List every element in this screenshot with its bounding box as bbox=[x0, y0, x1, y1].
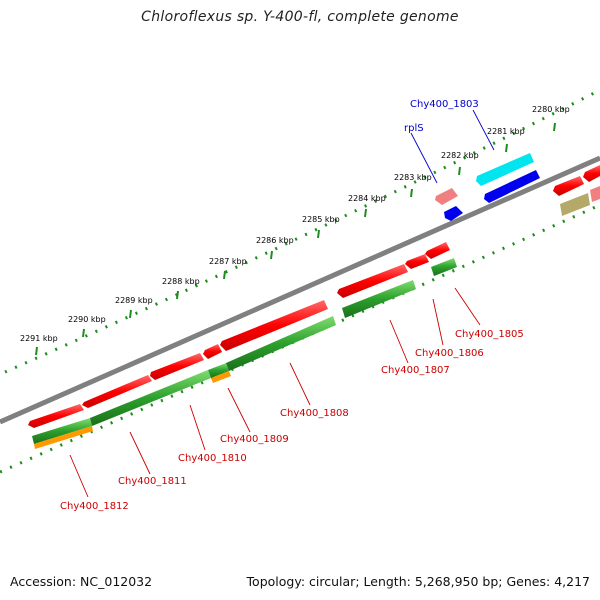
gene-chy400-1801-cds[interactable] bbox=[583, 165, 600, 182]
genome-backbone bbox=[0, 155, 600, 425]
gene-chy400-1806-cds[interactable] bbox=[405, 254, 429, 269]
gene-labels-red: Chy400_1812 Chy400_1811 Chy400_1810 Chy4… bbox=[60, 329, 524, 512]
gene-label-chy400-1812[interactable]: Chy400_1812 bbox=[60, 501, 129, 512]
gene-label-chy400-1810[interactable]: Chy400_1810 bbox=[178, 453, 247, 464]
accession-value: NC_012032 bbox=[80, 574, 153, 589]
gene-chy400-1812-cds[interactable] bbox=[28, 404, 84, 428]
gene-chy400-1802-feature[interactable] bbox=[560, 193, 590, 216]
kbp-tick-mark bbox=[270, 250, 273, 260]
genome-title: Chloroflexus sp. Y-400-fl, complete geno… bbox=[141, 9, 459, 25]
gene-chy400-1811-cds[interactable] bbox=[82, 375, 152, 408]
gene-chy400-1802-cds[interactable] bbox=[553, 176, 584, 196]
genes-label: Genes: bbox=[506, 574, 551, 589]
kbp-tick-mark bbox=[223, 270, 226, 280]
gene-chy400-1803-feature[interactable] bbox=[484, 170, 540, 203]
gene-chy400-1812-feature[interactable] bbox=[32, 418, 92, 444]
genome-summary: Topology: circular; Length: 5,268,950 bp… bbox=[246, 574, 590, 589]
kbp-label: 2285 kbp bbox=[302, 215, 340, 224]
kbp-tick-mark bbox=[458, 166, 461, 176]
kbp-label: 2281 kbp bbox=[487, 127, 525, 136]
gene-chy400-1810-feature[interactable] bbox=[208, 363, 229, 378]
gene-label-chy400-1807[interactable]: Chy400_1807 bbox=[381, 365, 450, 376]
kbp-tick-mark bbox=[35, 346, 38, 356]
gene-chy400-1809-cds[interactable] bbox=[203, 344, 222, 359]
reverse-strand-genes bbox=[32, 170, 600, 449]
kbp-tick-mark bbox=[317, 229, 320, 239]
gene-label-chy400-1811[interactable]: Chy400_1811 bbox=[118, 476, 187, 487]
gene-label-chy400-1808[interactable]: Chy400_1808 bbox=[280, 408, 349, 419]
kbp-label: 2283 kbp bbox=[394, 173, 432, 182]
kbp-label: 2287 kbp bbox=[209, 257, 247, 266]
kbp-label: 2284 kbp bbox=[348, 194, 386, 203]
kbp-label: 2280 kbp bbox=[532, 105, 570, 114]
callout-lines bbox=[69, 109, 495, 498]
gene-chy400-1801-feature[interactable] bbox=[590, 186, 600, 202]
gene-chy400-1804-feature[interactable] bbox=[444, 206, 463, 221]
gene-chy400-1808-feature[interactable] bbox=[226, 316, 336, 371]
kbp-tick-mark bbox=[505, 143, 508, 153]
genes-value: 4,217 bbox=[554, 574, 590, 589]
topology-label: Topology: bbox=[246, 574, 306, 589]
gene-chy400-1811-feature[interactable] bbox=[90, 370, 211, 426]
accession-info: Accession: NC_012032 bbox=[10, 574, 152, 589]
gene-chy400-1808-cds[interactable] bbox=[220, 300, 328, 351]
kbp-tick-mark bbox=[176, 290, 179, 300]
gene-label-chy400-1803[interactable]: Chy400_1803 bbox=[410, 99, 479, 110]
kbp-tick-mark bbox=[364, 208, 367, 218]
gene-chy400-1810-orange[interactable] bbox=[211, 371, 231, 383]
gene-chy400-1810-cds[interactable] bbox=[150, 353, 204, 380]
gene-labels-blue: Chy400_1803 rplS bbox=[404, 99, 479, 134]
gene-chy400-1812-orange[interactable] bbox=[34, 426, 93, 449]
accession-label: Accession: bbox=[10, 574, 77, 589]
kbp-label: 2286 kbp bbox=[256, 236, 294, 245]
kbp-tick-mark bbox=[82, 328, 85, 338]
kbp-scale-labels: 2280 kbp 2281 kbp 2282 kbp 2283 kbp 2284 kbp… bbox=[20, 105, 570, 356]
kbp-tick-mark bbox=[410, 188, 413, 198]
gene-chy400-1803-cds[interactable] bbox=[476, 153, 534, 186]
forward-strand-genes bbox=[28, 153, 600, 428]
gene-chy400-1805-feature[interactable] bbox=[431, 258, 457, 276]
kbp-tick-mark bbox=[129, 309, 132, 319]
gene-chy400-1805-cds[interactable] bbox=[425, 242, 450, 259]
gene-label-chy400-1806[interactable]: Chy400_1806 bbox=[415, 348, 484, 359]
topology-value: circular bbox=[309, 574, 356, 589]
gene-rpls-cds[interactable] bbox=[435, 188, 458, 205]
kbp-label: 2291 kbp bbox=[20, 334, 58, 343]
length-label: Length: bbox=[363, 574, 411, 589]
gene-chy400-1807-feature[interactable] bbox=[342, 280, 416, 318]
gene-label-chy400-1805[interactable]: Chy400_1805 bbox=[455, 329, 524, 340]
kbp-label: 2282 kbp bbox=[441, 151, 479, 160]
gene-chy400-1807-cds[interactable] bbox=[337, 264, 408, 298]
kbp-label: 2290 kbp bbox=[68, 315, 106, 324]
kbp-label: 2288 kbp bbox=[162, 277, 200, 286]
kbp-tick-mark bbox=[553, 122, 556, 132]
gene-label-rpls[interactable]: rplS bbox=[404, 123, 424, 134]
length-value: 5,268,950 bp bbox=[414, 574, 499, 589]
gene-label-chy400-1809[interactable]: Chy400_1809 bbox=[220, 434, 289, 445]
kbp-label: 2289 kbp bbox=[115, 296, 153, 305]
